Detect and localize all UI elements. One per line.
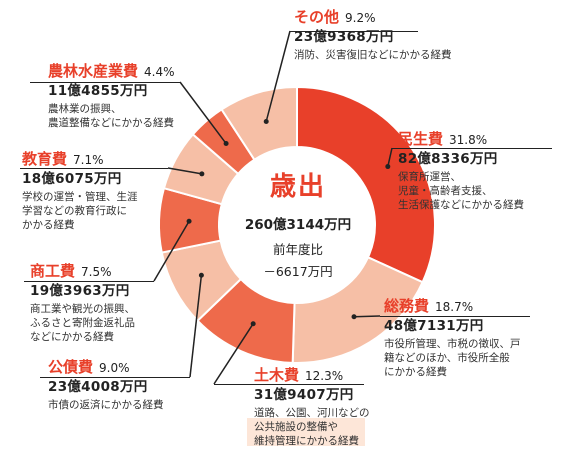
- slice-description: 保育所運営、 児童・高齢者支援、 生活保護などにかかる経費: [398, 170, 524, 212]
- rule-agriculture: [30, 82, 180, 83]
- leader-line-2: [213, 323, 254, 385]
- slice-amount: 31億9407万円: [254, 387, 354, 404]
- slice-pct: 9.0%: [99, 361, 130, 375]
- highlight-band: [247, 418, 365, 446]
- leader-dot-4: [186, 218, 192, 224]
- slice-amount: 19億3963万円: [30, 283, 130, 300]
- slice-name: 総務費: [384, 297, 430, 315]
- leader-dot-0: [385, 164, 391, 170]
- annotation-civil-engineering: 土木費 12.3% 31億9407万円 道路、公園、河川などの 公共施設の整備や …: [254, 366, 370, 448]
- slice-amount: 18億6075万円: [22, 171, 122, 188]
- slice-pct: 9.2%: [345, 11, 376, 25]
- slice-amount: 23億9368万円: [294, 29, 394, 46]
- center-total: 260億3144万円: [244, 217, 352, 233]
- leader-dot-3: [198, 272, 204, 278]
- rule-commerce: [24, 281, 154, 282]
- slice-amount: 82億8336万円: [398, 151, 498, 168]
- annotation-general-affairs: 総務費 18.7% 48億7131万円 市役所管理、市税の徴収、戸 籍などのほか、…: [384, 297, 521, 379]
- slice-pct: 4.4%: [144, 65, 175, 79]
- slice-name: 商工費: [30, 262, 76, 280]
- leader-lines: [153, 30, 393, 385]
- leader-line-7: [265, 30, 291, 122]
- slice-name: その他: [294, 8, 340, 26]
- slice-description: 消防、災害復旧などにかかる経費: [294, 48, 452, 61]
- donut-slices: [158, 85, 436, 364]
- slice-pct: 7.5%: [81, 265, 112, 279]
- annotation-commerce: 商工費 7.5% 19億3963万円 商工業や観光の振興、 ふるさと寄附金返礼品 …: [30, 262, 135, 344]
- slice-name: 民生費: [398, 130, 444, 148]
- slice-description: 商工業や観光の振興、 ふるさと寄附金返礼品 などにかかる経費: [30, 302, 135, 344]
- slice-pct: 7.1%: [73, 153, 104, 167]
- leader-line-6: [179, 81, 227, 144]
- slice-name: 公債費: [48, 358, 94, 376]
- slice-description: 学校の運営・管理、生涯 学習などの教育行政に かかる経費: [22, 190, 138, 232]
- slice-description: 農林業の振興、 農道整備などにかかる経費: [48, 102, 174, 130]
- slice-0: [296, 85, 436, 284]
- rule-civil-engineering: [214, 384, 364, 385]
- slice-name: 土木費: [254, 366, 300, 384]
- leader-line-4: [153, 220, 190, 282]
- annotation-agriculture: 農林水産業費 4.4% 11億4855万円 農林業の振興、 農道整備などにかかる経…: [48, 62, 175, 130]
- leader-dot-7: [263, 118, 269, 124]
- center-comparison-value: －6617万円: [263, 264, 333, 279]
- leader-line-5: [167, 167, 203, 175]
- leader-line-1: [353, 315, 381, 318]
- leader-dot-5: [199, 171, 205, 177]
- annotation-other: その他 9.2% 23億9368万円 消防、災害復旧などにかかる経費: [294, 8, 452, 62]
- rule-other: [290, 31, 418, 32]
- slice-amount: 23億4008万円: [48, 379, 148, 396]
- rule-general-affairs: [380, 316, 530, 317]
- leader-line-3: [189, 275, 203, 378]
- annotation-education: 教育費 7.1% 18億6075万円 学校の運営・管理、生涯 学習などの教育行政に…: [22, 150, 138, 232]
- leader-dot-2: [250, 321, 256, 327]
- leader-line-0: [387, 147, 393, 167]
- rule-public-debt: [40, 377, 190, 378]
- slice-name: 教育費: [22, 150, 68, 168]
- annotation-welfare: 民生費 31.8% 82億8336万円 保育所運営、 児童・高齢者支援、 生活保護…: [398, 130, 524, 212]
- slice-pct: 18.7%: [435, 300, 474, 314]
- slice-amount: 48億7131万円: [384, 318, 484, 335]
- slice-description: 市債の返済にかかる経費: [48, 398, 164, 411]
- slice-7: [220, 85, 298, 162]
- slice-description: 道路、公園、河川などの 公共施設の整備や 維持管理にかかる経費: [254, 406, 370, 448]
- rule-welfare: [392, 148, 552, 149]
- slice-pct: 12.3%: [305, 369, 344, 383]
- slice-description: 市役所管理、市税の徴収、戸 籍などのほか、市役所全般 にかかる経費: [384, 337, 521, 379]
- slice-pct: 31.8%: [449, 133, 488, 147]
- center-title: 歳出: [269, 172, 326, 202]
- leader-dot-1: [351, 314, 357, 320]
- center-comparison-label: 前年度比: [272, 242, 323, 257]
- slice-name: 農林水産業費: [48, 62, 139, 80]
- leader-dot-6: [223, 141, 229, 147]
- center-label: 歳出 260億3144万円 前年度比 －6617万円: [208, 166, 388, 280]
- annotation-public-debt: 公債費 9.0% 23億4008万円 市債の返済にかかる経費: [48, 358, 164, 412]
- rule-education: [20, 168, 168, 169]
- slice-amount: 11億4855万円: [48, 83, 148, 100]
